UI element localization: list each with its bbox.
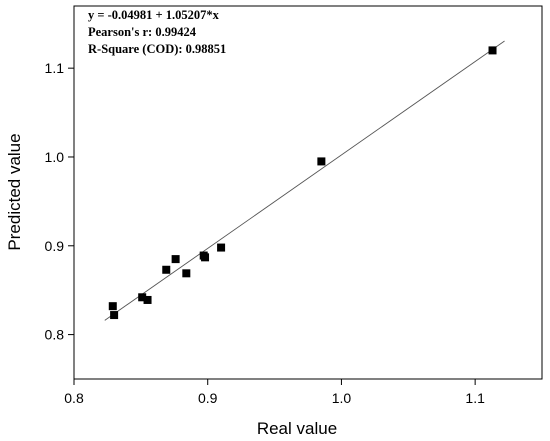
data-point-9 xyxy=(201,253,210,262)
x-tick-label: 1.0 xyxy=(332,390,352,406)
x-tick-label: 1.1 xyxy=(465,390,485,406)
y-tick-label: 1.1 xyxy=(45,60,65,76)
fit-equation-label: y = -0.04981 + 1.05207*x xyxy=(88,8,220,22)
fit-line-layer xyxy=(104,40,505,321)
data-point-5 xyxy=(162,265,171,274)
pearson-r-label: Pearson's r: 0.99424 xyxy=(88,25,197,39)
y-tick-label: 0.8 xyxy=(45,327,65,343)
points-layer xyxy=(108,46,497,320)
y-tick-label: 0.9 xyxy=(45,238,65,254)
data-point-2 xyxy=(110,311,119,320)
x-tick-label: 0.8 xyxy=(64,390,84,406)
y-tick-label: 1.0 xyxy=(45,149,65,165)
plot-frame xyxy=(73,5,543,380)
y-axis-ticks: 0.8 0.9 1.0 1.1 xyxy=(45,60,74,343)
fit-statistics-box: y = -0.04981 + 1.05207*x Pearson's r: 0.… xyxy=(88,8,226,56)
x-tick-label: 0.9 xyxy=(198,390,218,406)
data-point-4 xyxy=(143,295,152,304)
data-point-10 xyxy=(217,243,226,252)
r-square-label: R-Square (COD): 0.98851 xyxy=(88,42,226,56)
plot-frame-group xyxy=(73,5,543,380)
data-point-3 xyxy=(138,293,147,302)
x-axis-ticks: 0.8 0.9 1.0 1.1 xyxy=(64,379,485,406)
data-point-1 xyxy=(108,302,117,311)
data-point-11 xyxy=(317,157,326,166)
data-point-7 xyxy=(182,269,191,278)
x-axis-title: Real value xyxy=(257,419,337,438)
fit-line xyxy=(104,40,505,321)
y-axis-title: Predicted value xyxy=(5,133,24,250)
data-point-12 xyxy=(488,46,497,55)
data-point-6 xyxy=(171,255,180,264)
